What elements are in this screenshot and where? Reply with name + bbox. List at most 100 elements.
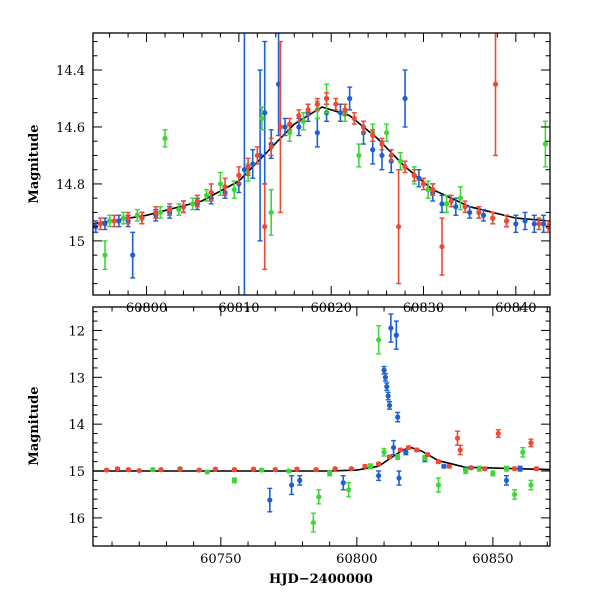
plot-frame	[92, 32, 551, 296]
point-marker	[342, 107, 348, 113]
point-marker	[360, 124, 367, 130]
point-marker	[177, 466, 183, 472]
data-point	[395, 411, 401, 423]
point-marker	[190, 201, 196, 207]
point-marker	[356, 152, 362, 159]
data-point	[435, 459, 442, 465]
data-point	[245, 157, 251, 177]
point-marker	[411, 172, 417, 178]
point-marker	[463, 468, 469, 474]
x-tick-label: 60800	[126, 301, 167, 316]
data-point	[383, 123, 390, 142]
data-point	[333, 97, 339, 111]
data-point	[262, 183, 268, 271]
point-marker	[296, 112, 302, 119]
data-point	[441, 463, 447, 469]
data-point	[482, 466, 488, 472]
point-marker	[102, 252, 108, 258]
point-marker	[231, 467, 238, 473]
x-tick-label: 60810	[218, 301, 259, 316]
point-marker	[536, 221, 542, 227]
data-point	[294, 466, 300, 472]
data-point	[420, 177, 427, 191]
point-marker	[513, 221, 519, 227]
point-marker	[196, 467, 202, 473]
point-marker	[102, 221, 108, 227]
data-point	[351, 112, 357, 125]
point-marker	[333, 101, 339, 107]
point-marker	[323, 95, 330, 102]
data-point	[231, 180, 237, 199]
point-marker	[480, 212, 487, 218]
data-point	[393, 320, 399, 350]
data-point	[268, 188, 274, 236]
point-marker	[457, 447, 463, 453]
data-point	[402, 160, 408, 174]
point-marker	[294, 466, 300, 472]
axis-ticks: 60800 60810 60820 60830 60840 14.4 14.6 14.8 15	[56, 33, 550, 316]
point-marker	[310, 519, 316, 526]
data-point	[176, 203, 182, 216]
point-marker	[313, 467, 319, 473]
data-point	[492, 33, 499, 157]
y-axis-label: Magnitude	[27, 386, 42, 465]
point-marker	[396, 475, 402, 481]
data-point	[386, 454, 393, 460]
data-point	[376, 325, 382, 355]
data-point	[490, 211, 496, 225]
point-marker	[383, 130, 390, 136]
data-point	[107, 214, 113, 228]
point-marker	[388, 325, 394, 331]
point-marker	[416, 175, 422, 181]
data-point	[468, 465, 474, 471]
y-tick-label: 13	[68, 371, 85, 386]
x-axis-label: HJD−2400000	[269, 572, 373, 587]
point-marker	[520, 449, 526, 455]
point-marker	[388, 152, 394, 159]
data-point	[395, 453, 401, 461]
data-points	[93, 33, 550, 295]
data-point	[102, 240, 108, 271]
y-tick-label: 15	[68, 465, 85, 480]
y-axis-label: Magnitude	[27, 124, 42, 203]
data-point	[397, 151, 404, 171]
point-marker	[512, 466, 518, 472]
axis-ticks: 60750 60800 60850 12 13 14 15 16	[68, 307, 550, 567]
data-point	[157, 206, 163, 219]
y-tick-label: 14.8	[56, 178, 85, 193]
point-marker	[370, 132, 376, 139]
data-point	[297, 475, 303, 486]
plot-frame	[92, 306, 551, 547]
point-marker	[162, 135, 168, 141]
data-point	[332, 466, 338, 472]
top-panel: 60800 60810 60820 60830 6084014.414.614.815 …	[27, 32, 551, 316]
point-marker	[297, 477, 303, 483]
point-marker	[268, 144, 274, 150]
data-point	[177, 466, 183, 472]
point-marker	[116, 218, 122, 224]
point-marker	[347, 95, 353, 102]
point-marker	[305, 107, 311, 113]
data-point	[222, 177, 228, 197]
point-marker	[384, 384, 390, 390]
data-point	[104, 467, 110, 473]
point-marker	[231, 477, 238, 483]
data-points	[104, 313, 539, 533]
point-marker	[314, 130, 320, 136]
data-point	[367, 463, 374, 470]
y-tick-label: 14.6	[56, 121, 85, 136]
model-curve-line	[93, 106, 550, 225]
data-point	[348, 466, 355, 472]
point-marker	[277, 124, 284, 130]
point-marker	[395, 454, 401, 460]
data-point	[208, 183, 214, 202]
data-point	[448, 194, 454, 208]
point-marker	[107, 218, 113, 224]
data-point	[203, 188, 210, 202]
point-marker	[397, 158, 404, 164]
point-marker	[393, 332, 399, 338]
data-point	[517, 465, 523, 472]
point-marker	[395, 414, 401, 420]
data-point	[196, 467, 202, 473]
data-point	[314, 117, 320, 148]
